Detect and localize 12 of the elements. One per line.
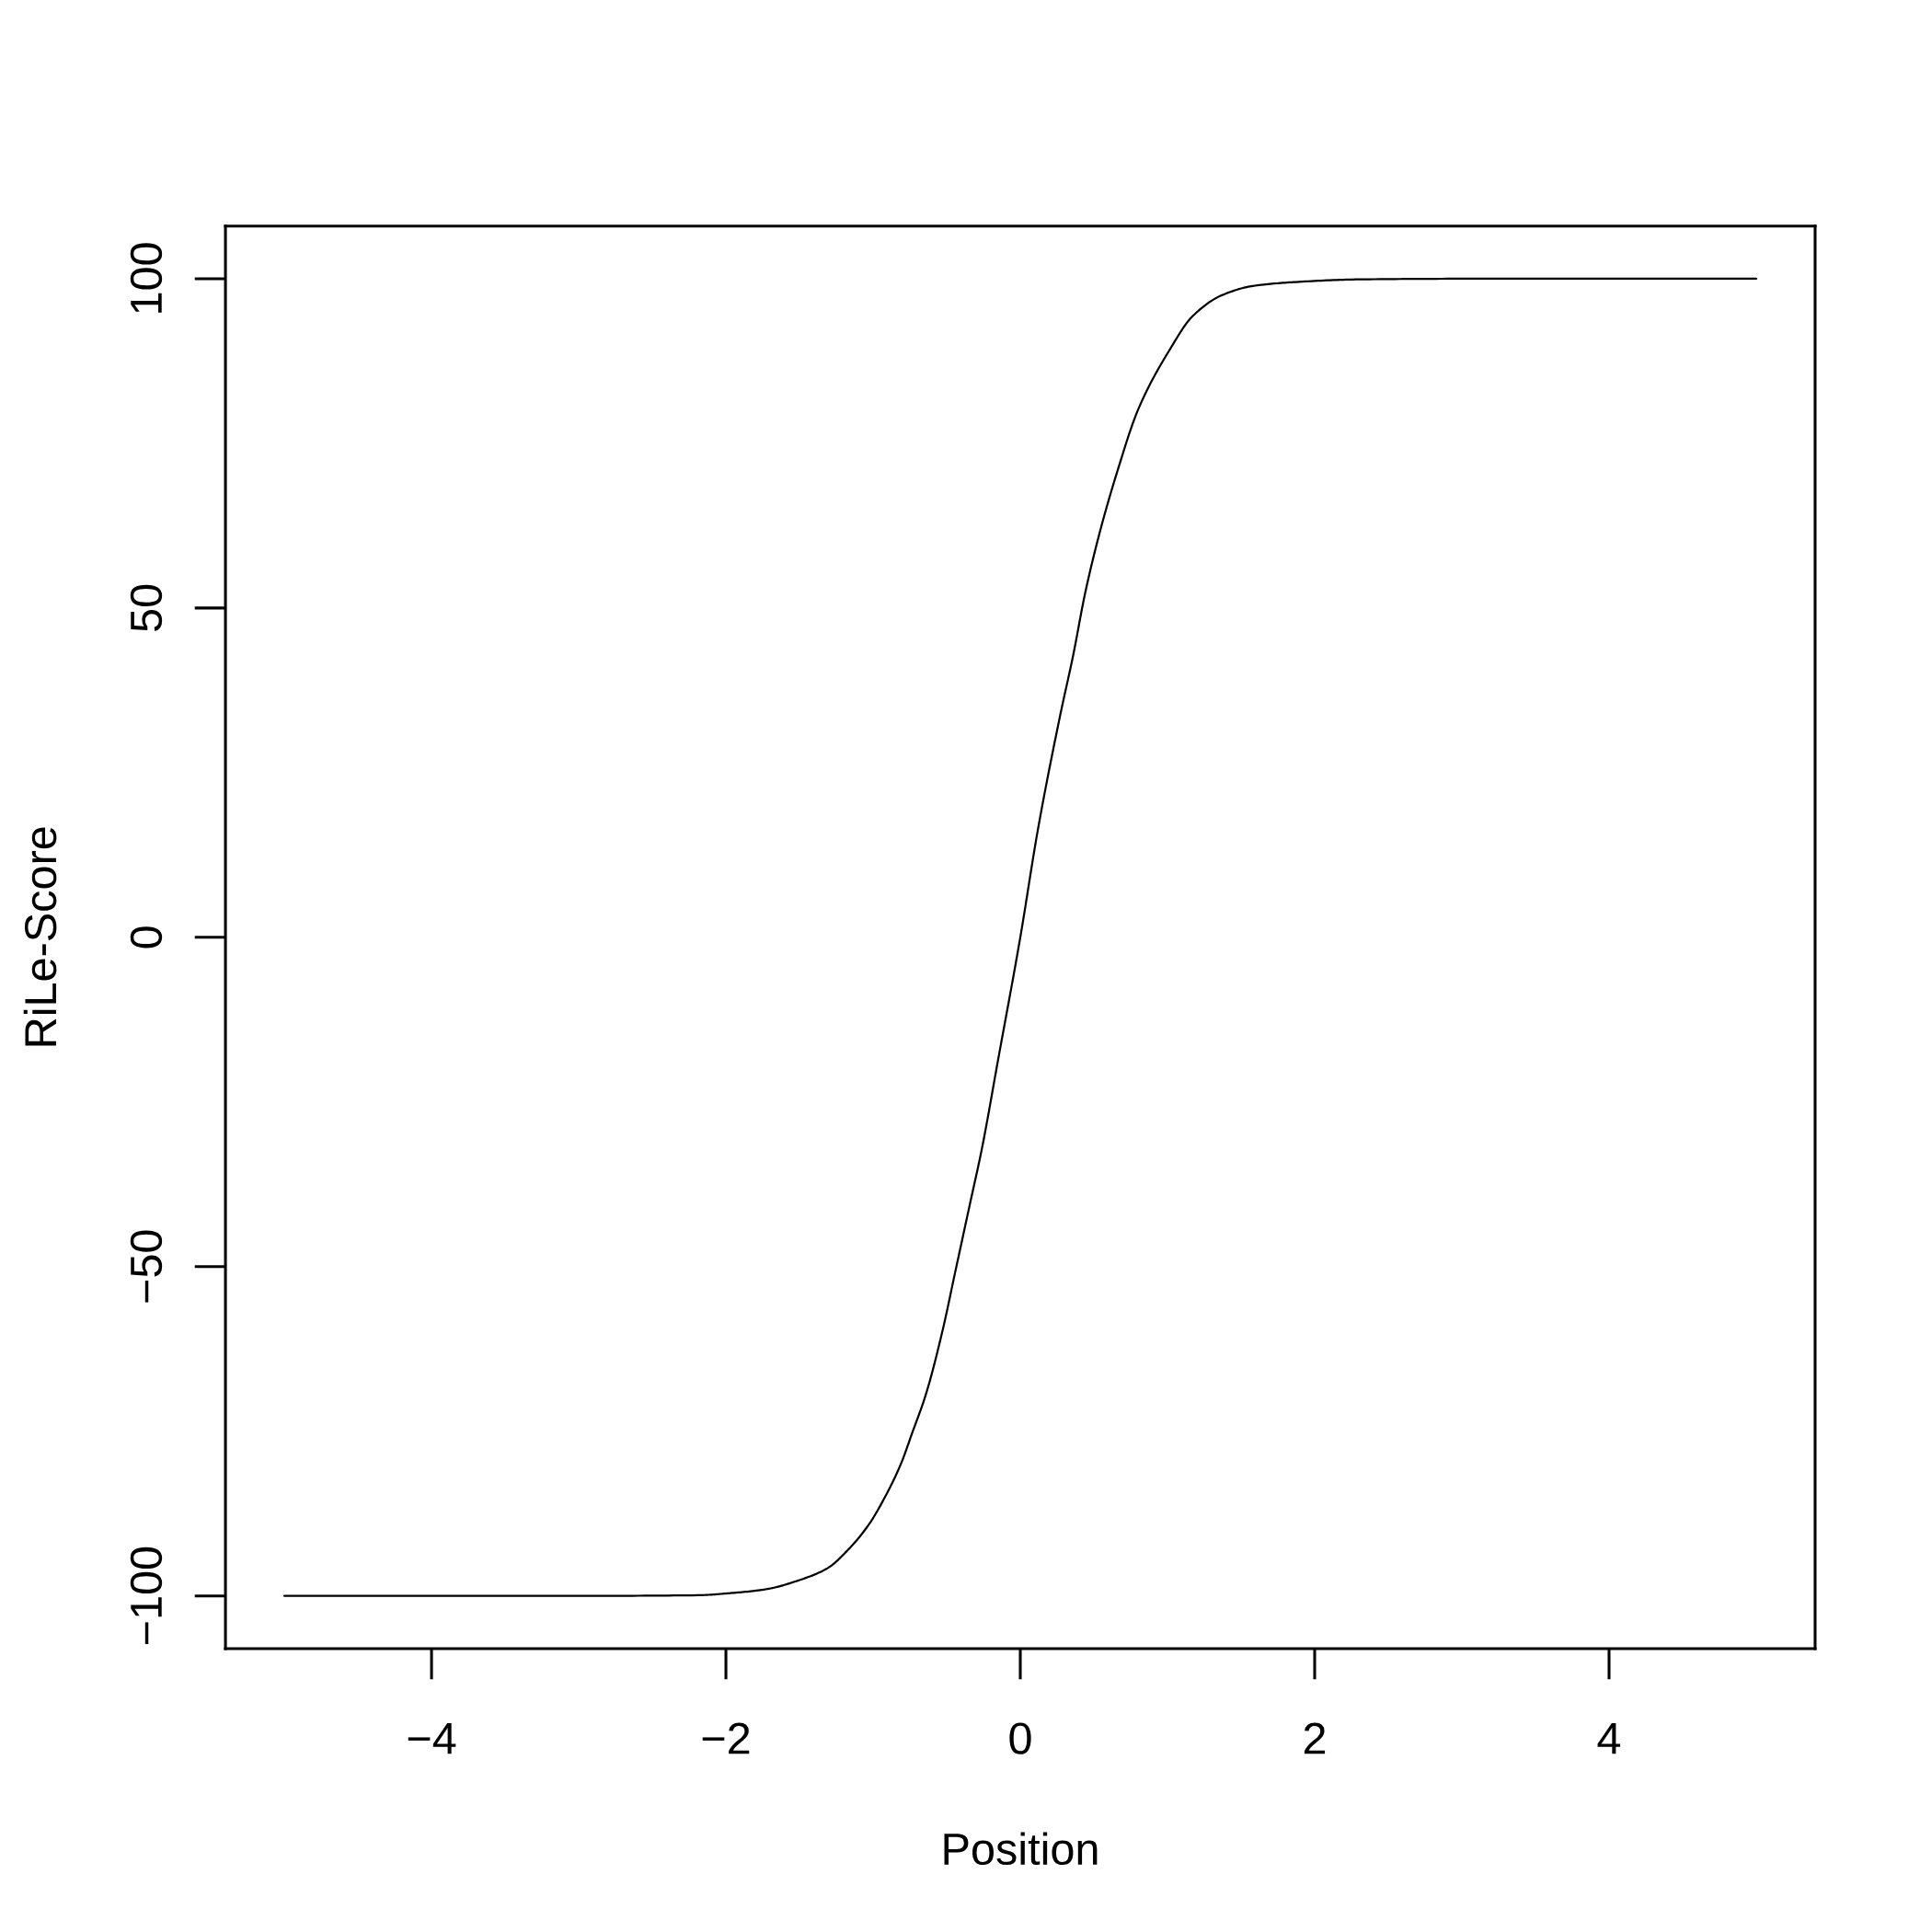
y-tick-label: −100 [130,1547,163,1645]
x-tick-label: 0 [1009,1722,1031,1754]
x-axis-title: Position [944,1832,1098,1866]
x-tick-label: 4 [1597,1722,1621,1754]
y-axis-title: RiLe-Score [23,827,57,1046]
y-tick-label: 50 [130,584,163,631]
x-tick-label: −2 [702,1722,750,1754]
x-tick-label: 2 [1304,1722,1326,1754]
y-tick-label: 0 [130,926,163,949]
x-tick-label: −4 [408,1722,456,1754]
y-tick-label: −50 [130,1230,163,1303]
y-tick-label: 100 [130,243,163,313]
